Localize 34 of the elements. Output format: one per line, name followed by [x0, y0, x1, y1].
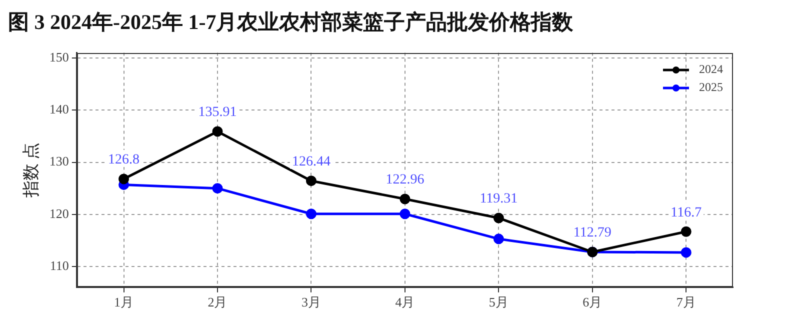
data-label: 112.79: [573, 226, 612, 241]
point: [118, 174, 130, 184]
legend-label: 2025: [699, 80, 723, 96]
point: [212, 126, 223, 137]
chart-title: 图 3 2024年-2025年 1-7月农业农村部菜篮子产品批发价格指数: [8, 9, 574, 36]
point: [680, 247, 692, 258]
point: [306, 176, 316, 186]
y-axis-title: 指数 点: [22, 142, 41, 199]
x-tick-label: 4月: [395, 294, 415, 310]
point: [400, 208, 410, 220]
y-tick-label: 140: [49, 102, 69, 117]
y-tick-label: 130: [49, 154, 69, 169]
point: [493, 234, 504, 244]
point: [493, 212, 504, 224]
x-tick-label: 3月: [301, 294, 321, 310]
y-tick-label: 120: [49, 206, 69, 221]
x-tick-label: 2月: [208, 294, 228, 310]
point: [400, 194, 410, 204]
legend-label: 2024: [699, 62, 723, 78]
x-tick-label: 7月: [676, 294, 696, 310]
x-tick-label: 5月: [488, 294, 508, 310]
y-tick-label: 150: [49, 49, 69, 64]
x-tick-label: 6月: [582, 294, 602, 310]
data-label: 119.31: [480, 192, 518, 207]
point: [212, 183, 223, 194]
data-label: 126.44: [292, 154, 330, 170]
data-label: 122.96: [386, 172, 424, 188]
data-label: 126.8: [108, 152, 140, 168]
point: [306, 208, 316, 220]
data-label: 135.91: [198, 105, 237, 120]
x-tick-label: 1月: [114, 294, 134, 310]
data-label: 116.7: [670, 205, 702, 220]
point: [680, 226, 692, 237]
y-tick-label: 110: [50, 258, 69, 273]
